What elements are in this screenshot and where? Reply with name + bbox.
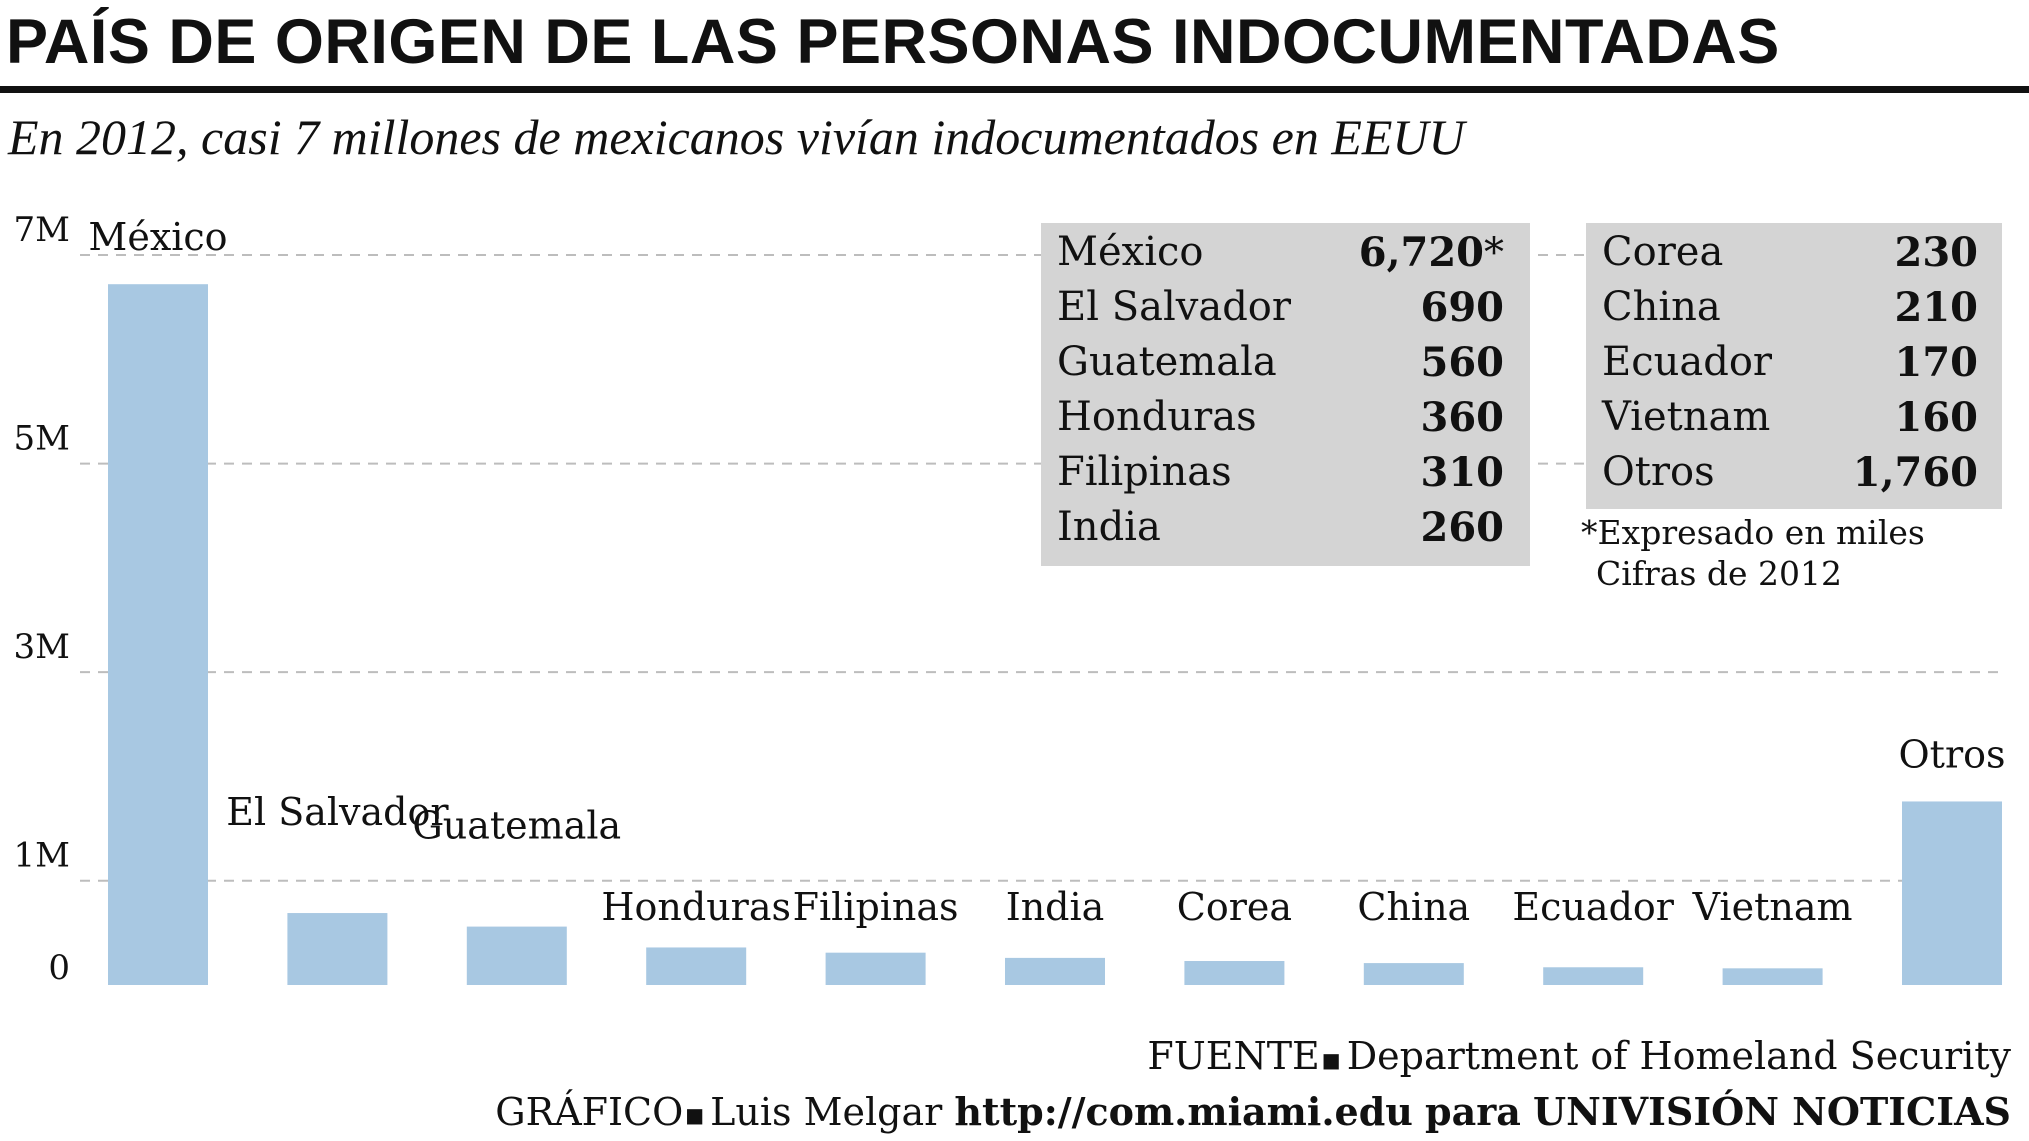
table-row: Ecuador 170 <box>1586 335 2002 390</box>
credit-connector: para <box>1425 1089 1521 1134</box>
table-country: Filipinas <box>1057 445 1232 500</box>
credit-author: Luis Melgar <box>710 1090 942 1134</box>
table-country: India <box>1057 500 1161 555</box>
table-country: Honduras <box>1057 390 1257 445</box>
table-row: Filipinas 310 <box>1041 445 1530 500</box>
bar <box>1364 963 1464 985</box>
source-text: Department of Homeland Security <box>1347 1034 2011 1078</box>
y-tick-label: 0 <box>48 948 70 988</box>
bar-label: Guatemala <box>412 804 621 848</box>
bar <box>1723 968 1823 985</box>
bar-label: México <box>88 215 227 259</box>
table-country: Corea <box>1602 225 1723 280</box>
credit-url: http://com.miami.edu <box>954 1089 1413 1134</box>
table-row: Guatemala 560 <box>1041 335 1530 390</box>
table-country: Vietnam <box>1602 390 1770 445</box>
table-value: 690 <box>1421 280 1505 335</box>
table-country: México <box>1057 225 1203 280</box>
credit-line: GRÁFICO■Luis Melgar http://com.miami.edu… <box>495 1086 2011 1141</box>
table-value: 360 <box>1421 390 1505 445</box>
table-value: 160 <box>1895 390 1979 445</box>
y-tick-label: 5M <box>14 419 70 459</box>
bar-label: Honduras <box>601 885 791 929</box>
table-value: 310 <box>1421 445 1505 500</box>
credit-label: GRÁFICO <box>495 1090 683 1134</box>
table-value: 260 <box>1421 500 1505 555</box>
table-row: Corea 230 <box>1586 225 2002 280</box>
table-value: 1,760 <box>1853 445 1978 500</box>
source-label: FUENTE <box>1147 1034 1319 1078</box>
table-value: 210 <box>1895 280 1979 335</box>
bar-label: Filipinas <box>793 885 959 929</box>
credits: FUENTE■Department of Homeland Security G… <box>495 1030 2011 1141</box>
table-row: Vietnam 160 <box>1586 390 2002 445</box>
table-row: Honduras 360 <box>1041 390 1530 445</box>
bar-label: Otros <box>1899 732 2006 776</box>
separator-square-icon: ■ <box>683 1103 710 1127</box>
bar-label: China <box>1357 885 1470 929</box>
bar-label: Corea <box>1177 885 1292 929</box>
units-note: *Expresado en miles <box>1581 512 1925 553</box>
y-tick-label: 7M <box>14 210 70 250</box>
table-country: El Salvador <box>1057 280 1291 335</box>
table-value: 170 <box>1895 335 1979 390</box>
bar <box>646 947 746 985</box>
bar-label: Ecuador <box>1512 885 1674 929</box>
year-note: Cifras de 2012 <box>1581 553 1925 594</box>
bar-label: India <box>1006 885 1105 929</box>
table-notes: *Expresado en miles Cifras de 2012 <box>1581 512 1925 594</box>
bar <box>287 913 387 985</box>
table-row: China 210 <box>1586 280 2002 335</box>
source-line: FUENTE■Department of Homeland Security <box>495 1030 2011 1086</box>
table-row: Otros 1,760 <box>1586 445 2002 500</box>
table-value: 230 <box>1895 225 1979 280</box>
bar <box>108 284 208 985</box>
y-tick-label: 3M <box>14 627 70 667</box>
bar <box>1005 958 1105 985</box>
bar <box>826 953 926 985</box>
table-row: India 260 <box>1041 500 1530 555</box>
table-row: El Salvador 690 <box>1041 280 1530 335</box>
footnote-mark: * <box>1484 230 1504 276</box>
bar <box>1184 961 1284 985</box>
bar <box>1543 967 1643 985</box>
table-country: Guatemala <box>1057 335 1277 390</box>
table-value: 6,720* <box>1359 225 1504 281</box>
bar-label: Vietnam <box>1692 885 1853 929</box>
bar <box>1902 801 2002 985</box>
values-table-left: México 6,720* El Salvador 690 Guatemala 560… <box>1041 223 1530 566</box>
table-value: 560 <box>1421 335 1505 390</box>
table-country: Otros <box>1602 445 1715 500</box>
bar <box>467 927 567 985</box>
table-row: México 6,720* <box>1041 225 1530 280</box>
credit-outlet: UNIVISIÓN NOTICIAS <box>1533 1089 2011 1134</box>
table-country: Ecuador <box>1602 335 1772 390</box>
separator-square-icon: ■ <box>1320 1048 1347 1072</box>
y-tick-label: 1M <box>14 836 70 876</box>
table-country: China <box>1602 280 1721 335</box>
y-axis-ticks: 0 1M 3M 5M 7M <box>14 210 70 988</box>
